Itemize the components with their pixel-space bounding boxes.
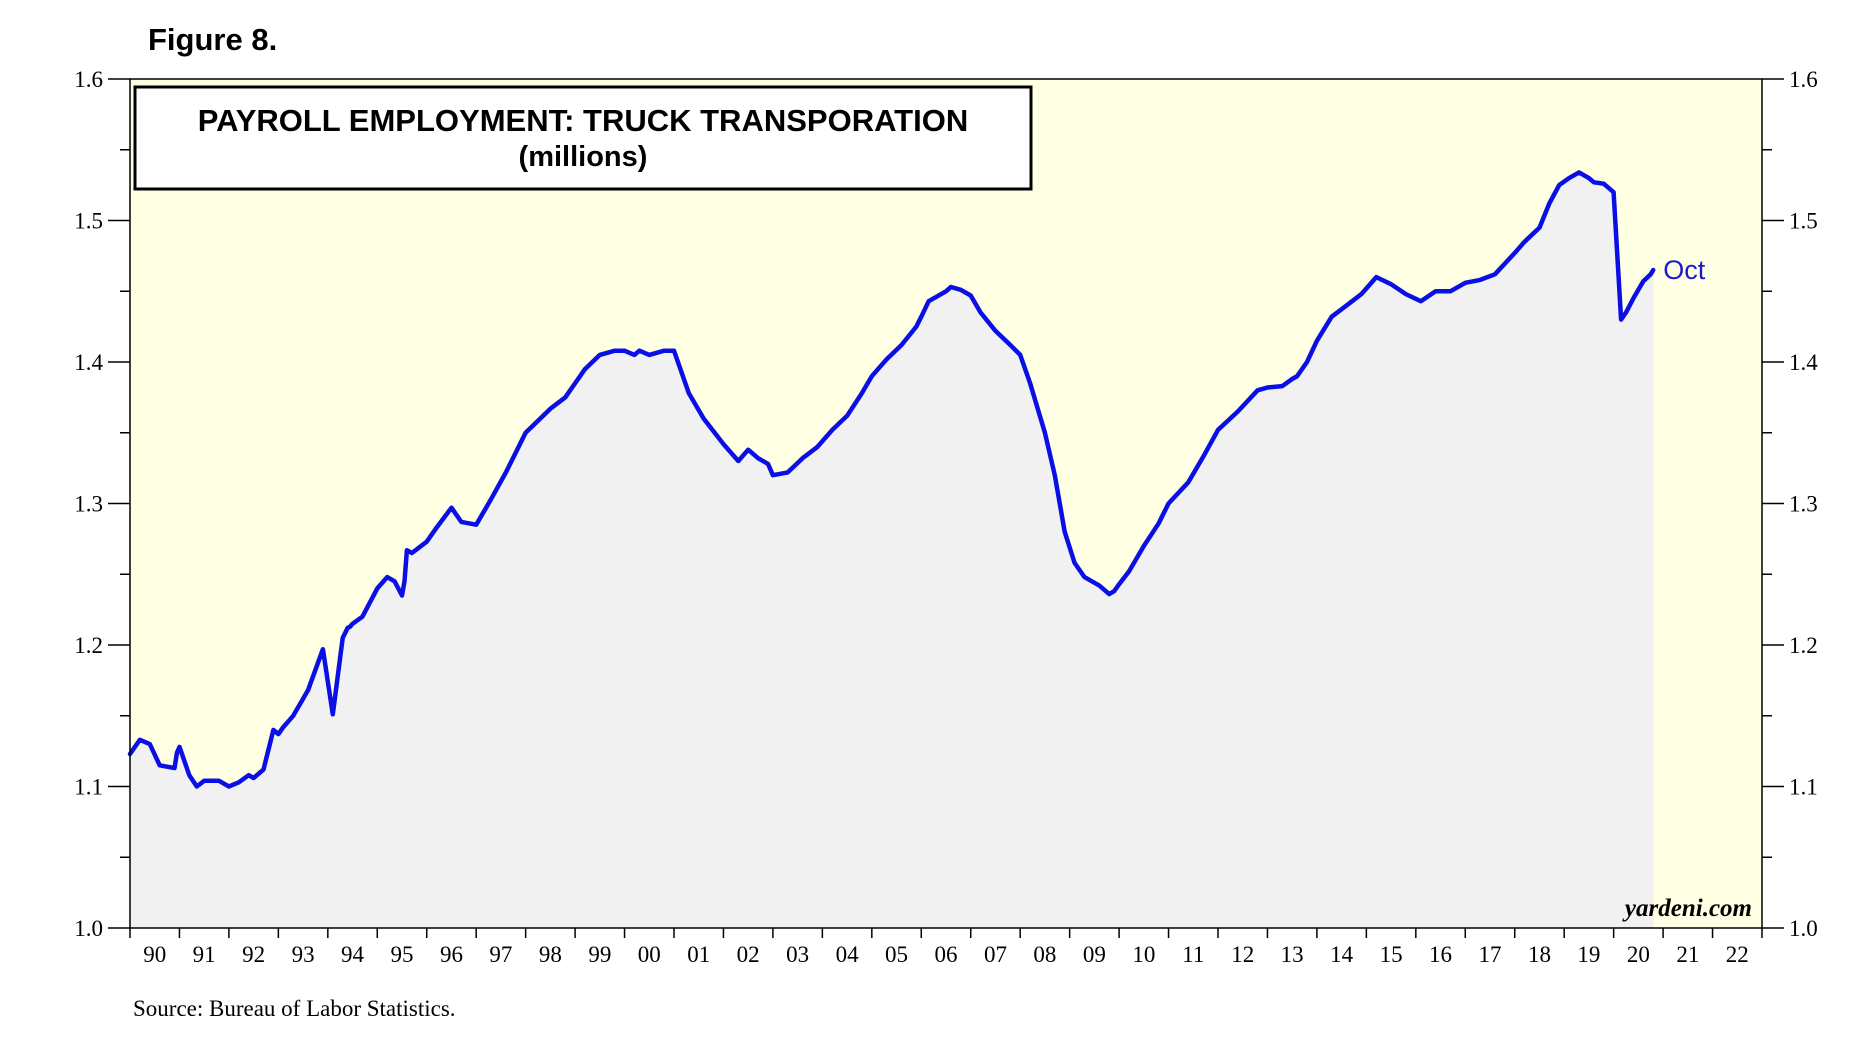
y-tick-label-right: 1.5	[1789, 209, 1818, 234]
end-label: Oct	[1663, 255, 1706, 285]
right-axis: 1.0 1.1 1.2 1.3 1.4 1.5 1.6	[1762, 67, 1818, 941]
x-tick-label: 90	[143, 942, 166, 967]
chart-title: PAYROLL EMPLOYMENT: TRUCK TRANSPORATION	[198, 103, 968, 138]
x-tick-label: 13	[1281, 942, 1304, 967]
x-tick-label: 00	[638, 942, 661, 967]
x-tick-label: 15	[1380, 942, 1403, 967]
y-tick-label-left: 1.6	[74, 67, 103, 92]
y-tick-label-right: 1.6	[1789, 67, 1818, 92]
x-tick-label: 94	[341, 942, 365, 967]
x-tick-label: 10	[1132, 942, 1155, 967]
y-tick-label-right: 1.1	[1789, 775, 1818, 800]
x-tick-label: 04	[836, 942, 860, 967]
left-axis: 1.0 1.1 1.2 1.3 1.4 1.5 1.6	[74, 67, 130, 941]
y-tick-label-left: 1.5	[74, 209, 103, 234]
x-tick-label: 12	[1231, 942, 1254, 967]
x-axis: 90 91 92 93 94 95 96 97 98 99 00 01 02 03 04 05 06 07 08 09…	[129, 928, 1763, 967]
chart-subtitle: (millions)	[519, 141, 648, 173]
x-tick-label: 22	[1726, 942, 1749, 967]
source-note: Source: Bureau of Labor Statistics.	[133, 996, 456, 1021]
y-tick-label-left: 1.0	[74, 916, 103, 941]
x-tick-label: 16	[1429, 942, 1452, 967]
x-tick-label: 18	[1528, 942, 1551, 967]
y-tick-label-left: 1.1	[74, 775, 103, 800]
x-tick-label: 02	[737, 942, 760, 967]
y-tick-label-right: 1.2	[1789, 633, 1818, 658]
title-box: PAYROLL EMPLOYMENT: TRUCK TRANSPORATION …	[133, 85, 1033, 191]
x-tick-label: 06	[935, 942, 958, 967]
x-tick-label: 95	[391, 942, 414, 967]
x-tick-label: 11	[1182, 942, 1204, 967]
x-tick-label: 19	[1577, 942, 1600, 967]
x-tick-label: 99	[588, 942, 611, 967]
x-tick-label: 08	[1033, 942, 1056, 967]
x-tick-label: 97	[489, 942, 512, 967]
watermark: yardeni.com	[1622, 895, 1752, 922]
x-tick-label: 21	[1676, 942, 1699, 967]
x-tick-label: 14	[1330, 942, 1354, 967]
y-tick-label-right: 1.0	[1789, 916, 1818, 941]
x-tick-label: 03	[786, 942, 809, 967]
x-tick-label: 98	[539, 942, 562, 967]
y-tick-label-left: 1.3	[74, 492, 103, 517]
x-tick-label: 05	[885, 942, 908, 967]
x-tick-label: 17	[1479, 942, 1502, 967]
x-tick-label: 20	[1627, 942, 1650, 967]
y-tick-label-left: 1.4	[74, 350, 103, 375]
series-line	[127, 170, 1656, 789]
x-tick-label: 91	[193, 942, 216, 967]
x-tick-label: 93	[292, 942, 315, 967]
series-area	[130, 172, 1654, 928]
figure-label: Figure 8.	[148, 22, 278, 57]
x-tick-label: 96	[440, 942, 463, 967]
x-tick-label: 01	[687, 942, 710, 967]
x-tick-label: 92	[242, 942, 265, 967]
y-tick-label-right: 1.4	[1789, 350, 1818, 375]
y-tick-label-left: 1.2	[74, 633, 103, 658]
y-tick-label-right: 1.3	[1789, 492, 1818, 517]
x-tick-label: 09	[1083, 942, 1106, 967]
x-tick-label: 07	[984, 942, 1007, 967]
